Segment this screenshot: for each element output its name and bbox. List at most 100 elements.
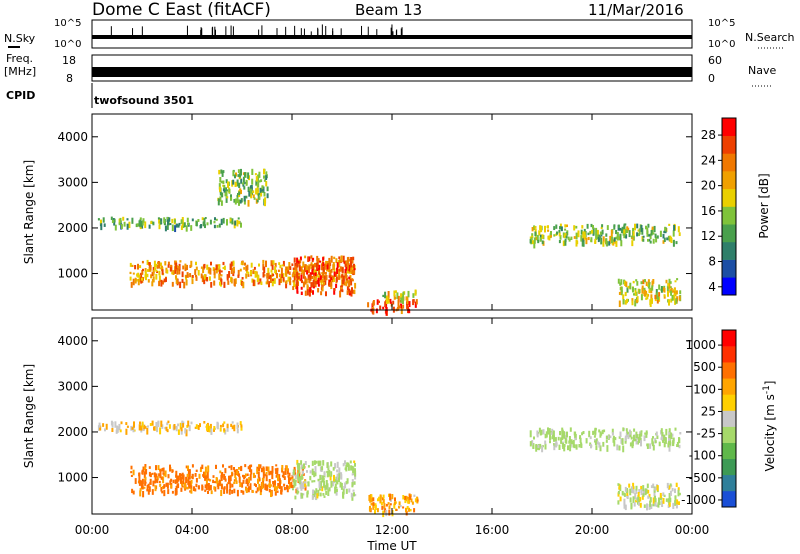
data-cell xyxy=(242,176,245,183)
data-cell xyxy=(261,190,264,193)
colorbar-swatch xyxy=(722,362,736,379)
data-cell xyxy=(240,178,243,184)
data-cell xyxy=(384,291,387,299)
data-cell xyxy=(225,196,228,203)
data-cell xyxy=(616,444,619,451)
data-cell xyxy=(308,256,311,262)
data-cell xyxy=(561,433,564,441)
data-cell xyxy=(238,199,240,206)
data-cell xyxy=(340,285,343,289)
data-cell xyxy=(167,474,170,479)
data-cell xyxy=(258,180,261,183)
data-cell xyxy=(648,289,651,294)
data-cell xyxy=(573,225,576,231)
data-cell xyxy=(275,464,278,467)
data-cell xyxy=(141,469,144,475)
data-cell xyxy=(280,267,283,275)
data-cell xyxy=(304,461,307,466)
data-cell xyxy=(228,489,231,495)
data-cell xyxy=(400,293,403,296)
data-cell xyxy=(274,490,277,496)
data-cell xyxy=(157,261,159,265)
data-cell xyxy=(397,295,400,301)
data-cell xyxy=(656,485,659,491)
data-cell xyxy=(152,221,155,226)
data-cell xyxy=(141,270,144,275)
data-cell xyxy=(152,480,155,487)
data-cell xyxy=(393,294,396,300)
colorbar-tick-label: -1000 xyxy=(681,493,716,507)
data-cell xyxy=(293,267,295,274)
data-cell xyxy=(335,283,338,289)
data-cell xyxy=(601,229,604,235)
data-cell xyxy=(199,423,201,428)
data-cell xyxy=(263,175,265,179)
data-cell xyxy=(156,427,159,433)
data-cell xyxy=(262,466,265,472)
data-cell xyxy=(144,476,147,481)
data-cell xyxy=(236,197,239,204)
data-cell xyxy=(384,301,387,308)
data-cell xyxy=(296,286,299,293)
data-cell xyxy=(655,237,658,243)
data-cell xyxy=(282,277,285,282)
data-cell xyxy=(151,472,154,475)
data-cell xyxy=(281,465,284,471)
data-cell xyxy=(341,279,344,285)
data-cell xyxy=(560,437,563,444)
data-cell xyxy=(139,490,142,497)
data-cell xyxy=(287,277,290,281)
data-cell xyxy=(229,218,232,222)
data-cell xyxy=(97,218,100,221)
data-cell xyxy=(394,497,396,502)
data-cell xyxy=(182,421,185,424)
data-cell xyxy=(244,464,247,468)
x-tick-label: 08:00 xyxy=(275,523,310,537)
data-cell xyxy=(149,473,152,478)
data-cell xyxy=(311,480,314,483)
data-cell xyxy=(629,497,632,503)
data-cell xyxy=(597,237,600,243)
data-cell xyxy=(232,273,235,277)
data-cell xyxy=(619,233,622,241)
data-cell xyxy=(167,217,169,220)
data-cell xyxy=(635,291,638,296)
data-cell xyxy=(180,478,182,484)
data-cell xyxy=(623,498,626,506)
data-cell xyxy=(292,267,295,270)
data-cell xyxy=(306,289,309,296)
data-cell xyxy=(257,175,260,182)
data-cell xyxy=(159,469,162,477)
colorbar-tick-label: 20 xyxy=(701,179,716,193)
data-cell xyxy=(625,428,628,432)
data-cell xyxy=(250,262,253,268)
data-cell xyxy=(171,469,174,473)
data-cell xyxy=(663,295,666,299)
colorbar-tick-label: 16 xyxy=(701,204,716,218)
data-cell xyxy=(336,461,339,468)
data-cell xyxy=(388,505,391,510)
data-cell xyxy=(579,437,582,443)
data-cell xyxy=(210,282,213,288)
data-cell xyxy=(147,483,150,488)
data-cell xyxy=(348,291,351,296)
data-cell xyxy=(569,442,572,447)
data-cell xyxy=(231,472,234,476)
data-cell xyxy=(323,471,326,477)
data-cell xyxy=(141,481,144,486)
data-cell xyxy=(676,441,679,448)
data-cell xyxy=(635,499,638,503)
data-cell xyxy=(217,267,220,272)
data-cell xyxy=(319,492,322,497)
data-cell xyxy=(347,464,350,471)
data-cell xyxy=(547,427,549,435)
data-cell xyxy=(156,271,159,274)
data-cell xyxy=(618,300,621,308)
data-cell xyxy=(275,475,278,478)
colorbar-tick-label: -500 xyxy=(689,471,716,485)
data-cell xyxy=(569,444,572,452)
data-cell xyxy=(530,237,533,241)
data-cell xyxy=(561,442,564,448)
data-cell xyxy=(176,269,179,275)
data-cell xyxy=(335,489,338,492)
